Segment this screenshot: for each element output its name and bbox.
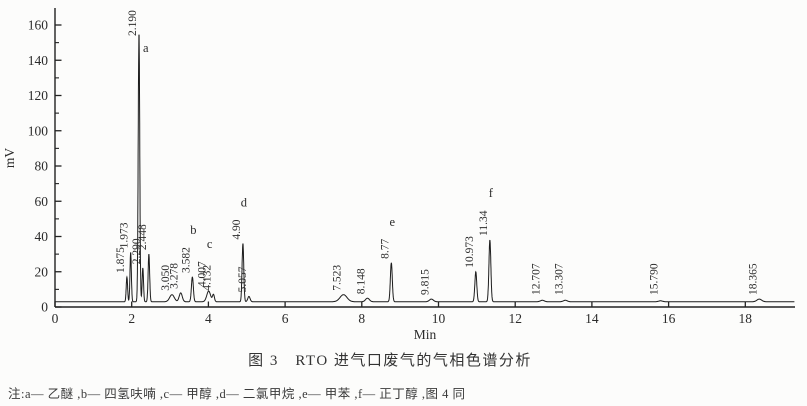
peak-rt-label: 3.278 [169,263,181,289]
svg-text:8: 8 [358,311,365,326]
peak-rt-label: 10.973 [464,236,476,268]
peak-letter: c [207,237,213,251]
y-axis-ticks: 0 20 40 60 80 100 120 140 160 mV [2,18,62,315]
peak-rt-label: 11.34 [478,210,490,236]
chromatogram-plot: 0 20 40 60 80 100 120 140 160 mV 0 2 4 6 8 10 12 14 16 18 Mi… [2,8,795,342]
peak-rt-label: 1.973 [119,222,131,248]
peak-letter: b [190,223,196,237]
svg-text:10: 10 [432,311,446,326]
peak-rt-label: 4.90 [231,219,243,239]
svg-text:18: 18 [739,311,753,326]
svg-text:40: 40 [35,229,49,244]
svg-text:16: 16 [662,311,676,326]
svg-text:20: 20 [35,264,49,279]
peak-rt-label: 1.875 [115,247,127,273]
figure-caption: 图 3 RTO 进气口废气的气相色谱分析 [248,353,532,369]
peak-letter: d [241,196,248,210]
svg-text:4: 4 [205,311,212,326]
peak-rt-label: 2.190 [127,10,139,36]
svg-text:12: 12 [508,311,522,326]
peak-letter: e [390,215,396,229]
x-axis-ticks: 0 2 4 6 8 10 12 14 16 18 Min [52,301,753,342]
peak-letter: f [489,186,494,200]
svg-text:6: 6 [282,311,289,326]
peak-rt-label: 13.307 [553,263,565,295]
svg-text:14: 14 [585,311,599,326]
peak-rt-label: 5.057 [237,266,249,292]
peak-rt-label: 15.790 [649,263,661,295]
svg-text:2: 2 [128,311,135,326]
chromatogram-curve [55,34,795,303]
svg-text:120: 120 [28,88,49,103]
peak-rt-label: 4.007 [197,261,209,287]
svg-text:0: 0 [52,311,59,326]
peak-rt-label: 18.365 [747,263,759,295]
peak-rt-label: 8.148 [356,268,368,294]
y-axis-label: mV [2,148,17,169]
svg-text:100: 100 [28,123,49,138]
peak-rt-label: 2.448 [137,224,149,250]
peak-rt-label: 8.77 [379,239,391,259]
svg-text:80: 80 [35,159,49,174]
svg-text:160: 160 [28,18,49,33]
peak-letter: a [143,41,149,55]
figure-note: 注:a— 乙醚 ,b— 四氢呋喃 ,c— 甲醇 ,d— 二氯甲烷 ,e— 甲苯 … [8,387,466,401]
peak-rt-label: 3.050 [160,265,172,291]
x-axis-label: Min [414,327,437,342]
peak-rt-label: 2.290 [131,238,143,264]
peak-rt-label: 9.815 [419,269,431,295]
svg-text:140: 140 [28,53,49,68]
axes [54,8,795,308]
peak-rt-label: 4.132 [202,265,214,291]
svg-text:0: 0 [41,300,48,315]
peak-rt-label: 12.707 [530,263,542,295]
peak-rt-label: 3.582 [180,247,192,273]
peak-rt-label: 7.523 [332,265,344,291]
plot-area: 0 20 40 60 80 100 120 140 160 mV 0 2 4 6 8 10 12 14 16 18 Mi… [2,8,795,342]
svg-text:60: 60 [35,194,49,209]
